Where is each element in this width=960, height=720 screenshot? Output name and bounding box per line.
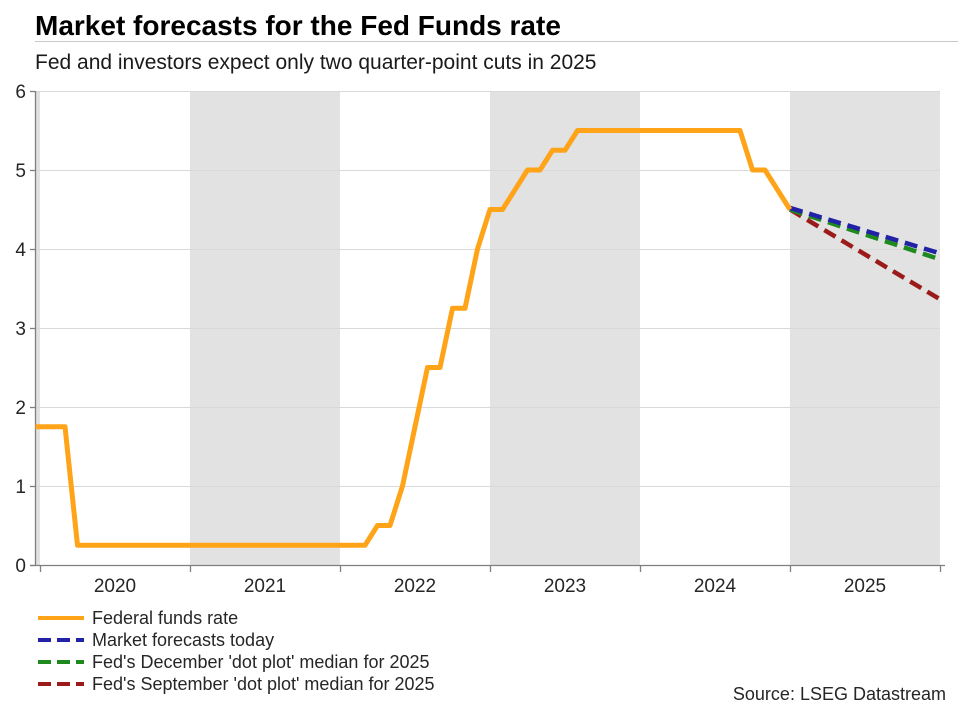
y-tick-label: 3: [15, 319, 26, 340]
y-tick-label: 2: [15, 398, 26, 419]
source-attribution: Source: LSEG Datastream: [732, 684, 946, 704]
title-divider: [35, 41, 958, 42]
series-federal-funds-rate: [35, 128, 793, 548]
y-tick-label: 5: [15, 161, 26, 182]
page-title: Market forecasts for the Fed Funds rate: [35, 10, 561, 41]
legend-swatch-dec-dot-plot: [38, 660, 84, 664]
fed-funds-rate-chart: 0 1 2 3 4 5 6 2020 2021 2022 2023 2024 2025: [15, 82, 945, 597]
y-tick-label: 0: [15, 556, 26, 577]
x-tick-label: 2023: [544, 576, 586, 597]
chart-legend: Federal funds rate Market forecasts toda…: [38, 607, 435, 695]
series-fed-s-september-dot-plot-median-for-2025: [788, 207, 940, 301]
legend-label: Fed's September 'dot plot' median for 20…: [92, 673, 435, 694]
x-tick-label: 2024: [694, 576, 737, 597]
x-tick-label: 2020: [94, 576, 136, 597]
legend-label: Market forecasts today: [92, 629, 275, 650]
series-market-forecasts-today: [789, 205, 940, 256]
x-tick-label: 2021: [244, 576, 286, 597]
x-tick-label: 2022: [394, 576, 436, 597]
legend-item-market-forecasts-today: Market forecasts today: [38, 629, 435, 651]
legend-item-sep-dot-plot: Fed's September 'dot plot' median for 20…: [38, 673, 435, 695]
y-tick-label: 4: [15, 240, 26, 261]
legend-item-federal-funds-rate: Federal funds rate: [38, 607, 435, 629]
legend-swatch-market-forecasts-today: [38, 638, 84, 642]
y-tick-label: 1: [15, 477, 26, 498]
legend-label: Fed's December 'dot plot' median for 202…: [92, 651, 430, 672]
y-tick-label: 6: [15, 82, 26, 103]
legend-item-dec-dot-plot: Fed's December 'dot plot' median for 202…: [38, 651, 435, 673]
chart-subtitle: Fed and investors expect only two quarte…: [35, 51, 597, 74]
legend-label: Federal funds rate: [92, 607, 239, 628]
legend-swatch-sep-dot-plot: [38, 682, 84, 686]
x-tick-label: 2025: [844, 576, 886, 597]
legend-swatch-federal-funds-rate: [38, 616, 84, 620]
